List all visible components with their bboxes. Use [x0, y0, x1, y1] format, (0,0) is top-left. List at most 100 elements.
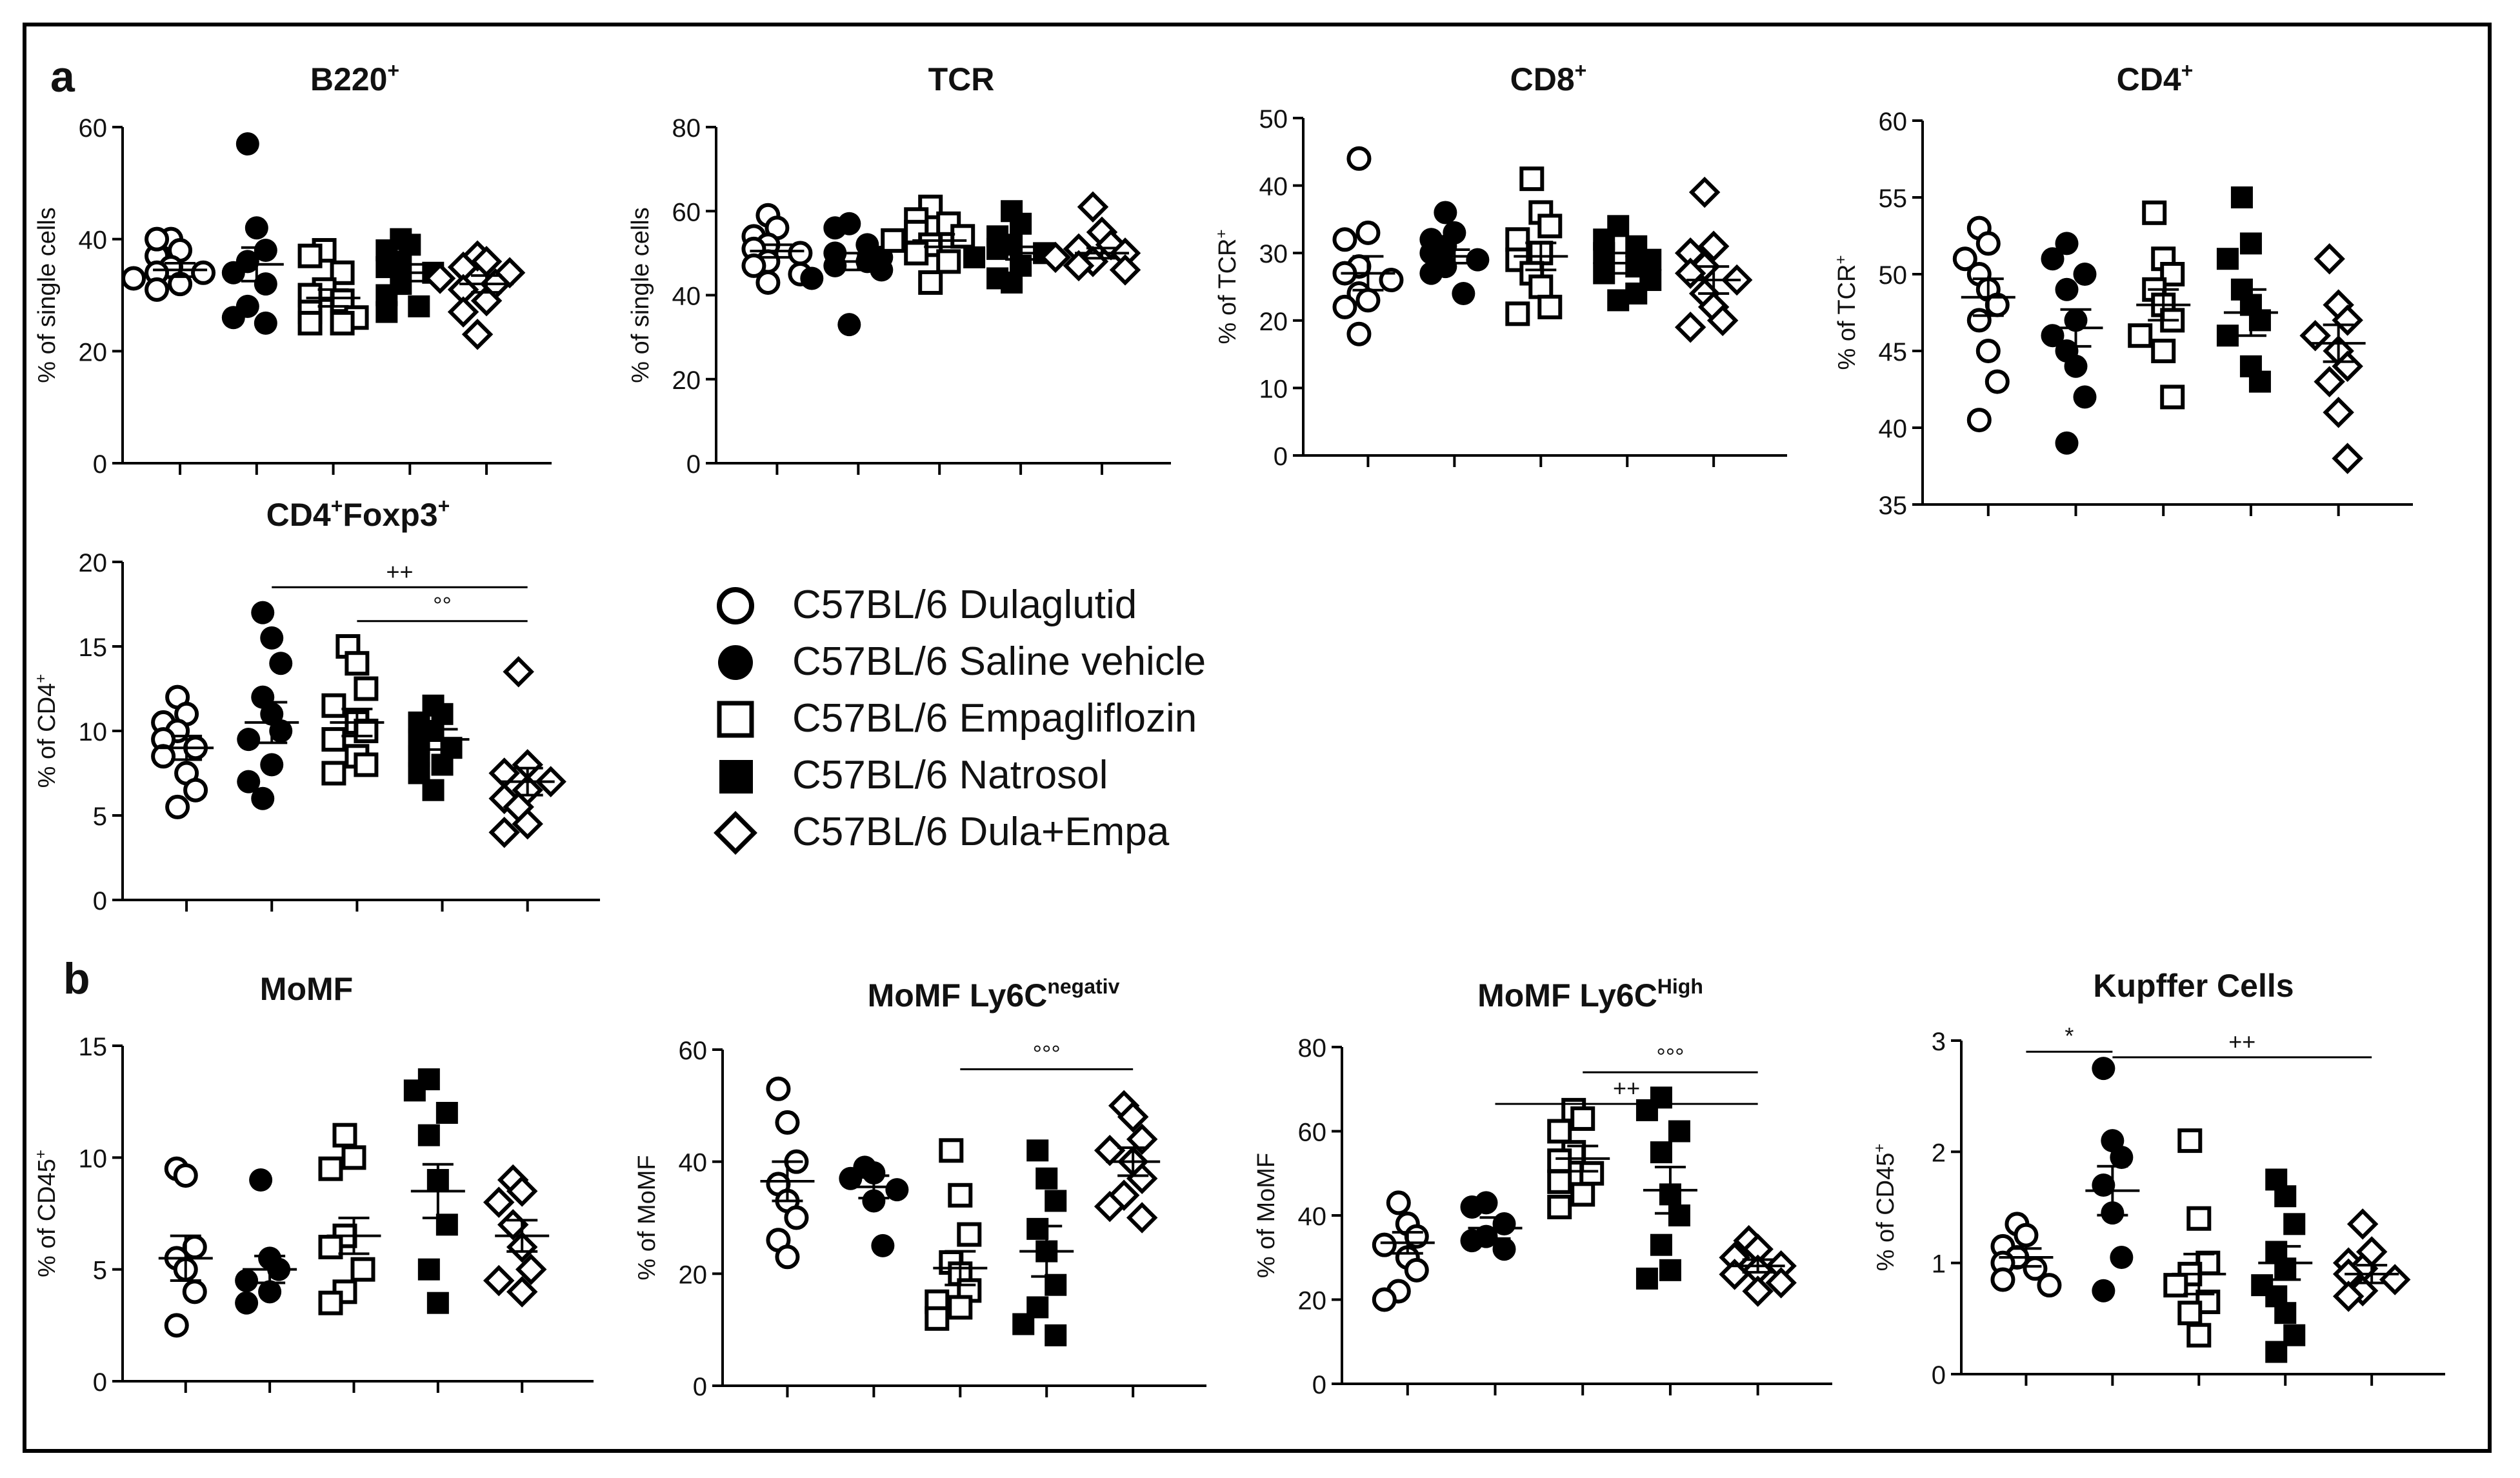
data-point — [1593, 262, 1615, 285]
data-point — [1492, 1237, 1516, 1261]
data-point — [1674, 312, 1706, 343]
data-point — [1460, 1229, 1484, 1253]
legend-label: C57BL/6 Dula+Empa — [792, 810, 1170, 854]
data-point — [1668, 1120, 1690, 1143]
data-point — [939, 1138, 964, 1163]
y-tick-label: 10 — [1259, 375, 1288, 403]
data-point — [2186, 1206, 2212, 1231]
y-tick-label: 2 — [1932, 1139, 1946, 1167]
data-point — [1593, 242, 1615, 265]
data-point — [2314, 243, 2345, 275]
data-point — [1607, 289, 1630, 312]
data-point — [403, 1079, 426, 1102]
data-point — [1386, 1190, 1411, 1215]
data-point — [2274, 1185, 2297, 1208]
data-point — [766, 1076, 791, 1101]
y-tick-label: 0 — [1932, 1361, 1946, 1390]
circle-filled-icon — [718, 645, 753, 680]
legend-label: C57BL/6 Natrosol — [792, 753, 1108, 797]
data-point — [936, 249, 961, 274]
data-point — [1434, 201, 1457, 225]
data-point — [318, 1290, 343, 1315]
y-axis-label: % of TCR+ — [1213, 229, 1241, 344]
data-point — [515, 1253, 547, 1285]
data-point — [235, 1269, 259, 1292]
data-point — [2055, 431, 2079, 455]
data-point — [461, 319, 494, 350]
data-point — [2283, 1213, 2306, 1235]
data-point — [755, 270, 781, 295]
y-axis-label: % of MoMF — [634, 1155, 661, 1280]
data-point — [297, 243, 323, 268]
data-point — [245, 216, 268, 240]
data-point — [1966, 308, 1992, 333]
y-tick-label: 10 — [79, 1144, 108, 1173]
y-tick-label: 10 — [79, 718, 108, 746]
data-point — [1419, 261, 1443, 285]
y-axis-label: % of TCR+ — [1832, 255, 1861, 370]
chart-title: B220+ — [310, 59, 399, 97]
data-point — [221, 306, 245, 330]
significance-label: °°° — [1033, 1040, 1061, 1066]
data-point — [2151, 339, 2176, 363]
data-point — [1077, 191, 1109, 223]
data-point — [1966, 408, 1992, 433]
chart-momf_ly6cneg: MoMF Ly6Cnegativ 0 20 40 60 % of MoMF °°° — [634, 975, 1206, 1401]
data-point — [483, 1264, 515, 1297]
y-tick-label: 40 — [79, 226, 108, 255]
data-point — [871, 1233, 895, 1257]
data-point — [2216, 248, 2239, 270]
chart-title: TCR — [928, 61, 995, 97]
data-point — [506, 1175, 538, 1207]
data-point — [2274, 1302, 2297, 1324]
data-point — [249, 1168, 273, 1192]
y-tick-label: 20 — [79, 338, 108, 366]
data-point — [2177, 1301, 2203, 1326]
data-point — [1505, 301, 1530, 326]
data-point — [2230, 186, 2253, 208]
data-point — [354, 676, 379, 701]
y-tick-label: 20 — [1298, 1287, 1327, 1315]
chart-title: MoMF Ly6Cnegativ — [868, 975, 1120, 1014]
significance-label: ++ — [2228, 1028, 2255, 1055]
data-point — [948, 1295, 973, 1320]
data-point — [837, 313, 861, 337]
data-point — [1528, 274, 1554, 299]
legend-item-dulaglutid: C57BL/6 Dulaglutid — [713, 581, 1294, 632]
data-point — [1547, 1119, 1572, 1144]
data-point — [1063, 250, 1095, 282]
data-point — [318, 1156, 343, 1181]
data-point — [254, 272, 277, 296]
data-point — [1372, 1232, 1397, 1257]
y-tick-label: 5 — [93, 803, 107, 831]
data-point — [2128, 323, 2153, 348]
data-point — [1547, 1169, 1572, 1194]
data-point — [1742, 1275, 1774, 1307]
chart-title: MoMF Ly6CHigh — [1477, 975, 1703, 1014]
data-point — [2014, 1223, 2039, 1248]
data-point — [2041, 247, 2065, 271]
y-tick-label: 0 — [693, 1373, 707, 1401]
data-point — [1109, 254, 1141, 286]
data-point — [251, 786, 275, 810]
y-axis-label: % of CD4+ — [32, 674, 61, 788]
y-tick-label: 80 — [672, 114, 701, 143]
data-point — [1346, 321, 1372, 346]
chart-title: CD4+ — [2117, 59, 2194, 97]
data-point — [350, 1257, 375, 1282]
data-point — [1952, 246, 1977, 272]
data-point — [183, 777, 208, 803]
legend-label: C57BL/6 Saline vehicle — [792, 639, 1206, 684]
data-point — [788, 241, 813, 266]
data-point — [2110, 1246, 2134, 1270]
data-point — [251, 601, 275, 624]
data-point — [1975, 231, 2001, 256]
data-point — [426, 1292, 449, 1314]
y-tick-label: 50 — [1259, 105, 1288, 134]
significance-label: ++ — [1613, 1075, 1640, 1101]
data-point — [512, 808, 543, 840]
y-tick-label: 55 — [1879, 185, 1908, 213]
y-tick-label: 0 — [93, 450, 107, 479]
data-point — [164, 1313, 189, 1338]
data-point — [2177, 1128, 2203, 1153]
